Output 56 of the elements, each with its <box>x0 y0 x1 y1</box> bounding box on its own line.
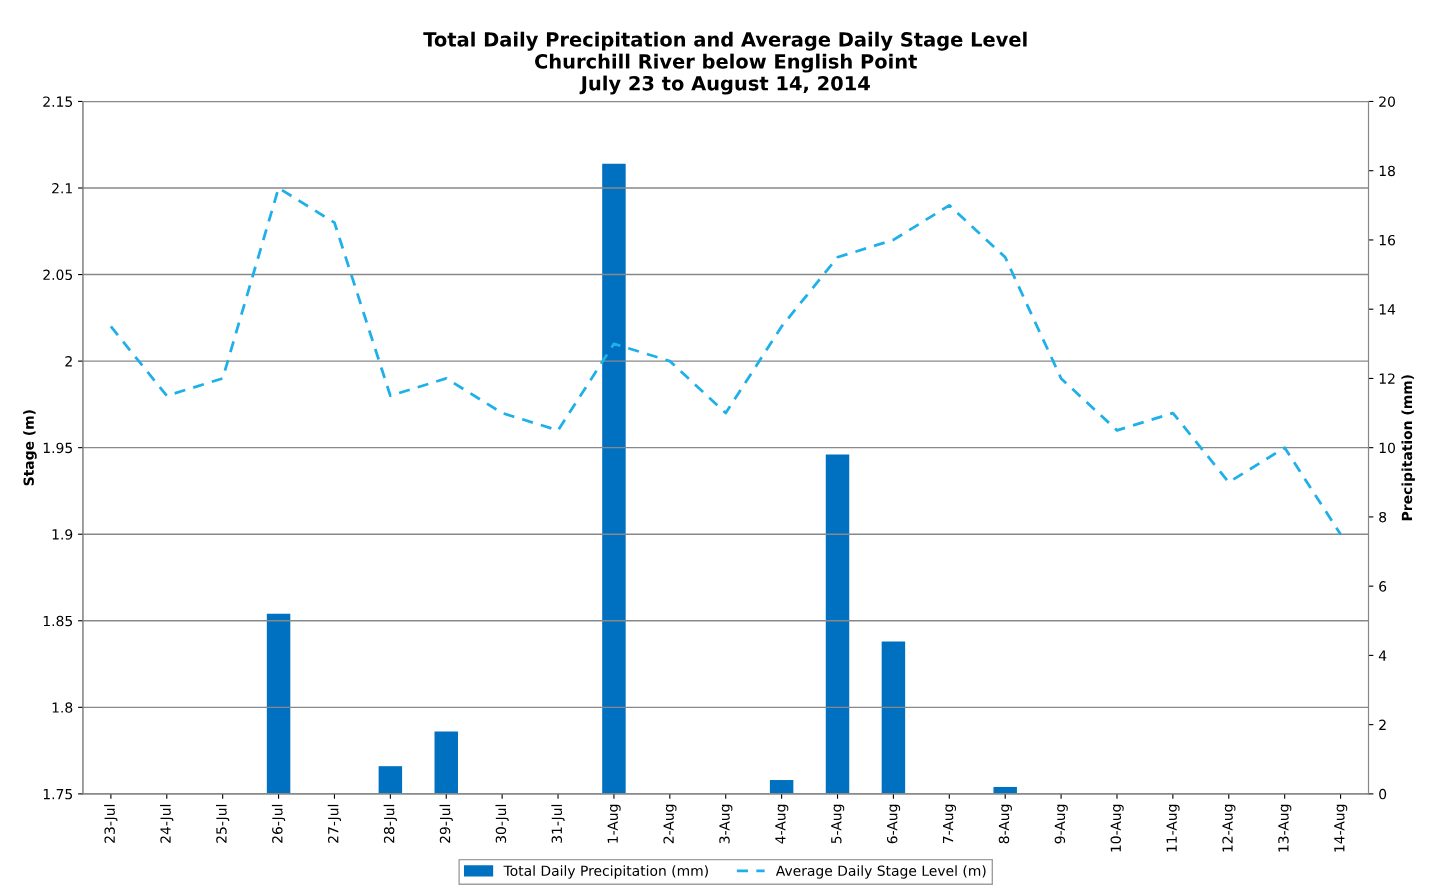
y2-tick-label: 8 <box>1379 511 1387 523</box>
x-tick-label: 4-Aug <box>775 804 789 844</box>
x-tick-label: 13-Aug <box>1278 804 1292 852</box>
y-tick-label: 2.1 <box>52 182 72 194</box>
legend-label: Average Daily Stage Level (m) <box>775 865 986 879</box>
x-tick-label: 5-Aug <box>831 804 845 844</box>
y-tick-label: 1.75 <box>43 789 72 800</box>
x-tick-label: 30-Jul <box>495 804 509 843</box>
y-tick-label: 1.85 <box>43 615 72 627</box>
y2-tick-label: 4 <box>1378 650 1387 661</box>
line-series <box>109 186 1342 536</box>
y2-tick-label: 6 <box>1379 581 1387 592</box>
bar <box>266 613 291 794</box>
x-tick-label: 7-Aug <box>943 804 957 844</box>
chart-title: Total Daily Precipitation and Average Daily Stage Level Churchill River below English Point July 23 to August 14, 2014 <box>423 31 1027 95</box>
y-axis-title: Stage (m) <box>23 410 37 486</box>
y2-axis-title: Precipitation (mm) <box>1401 375 1415 521</box>
x-tick-label: 10-Aug <box>1110 804 1124 852</box>
y-tick-label: 1.9 <box>52 529 73 540</box>
x-tick-label: 11-Aug <box>1166 804 1180 852</box>
x-tick-label: 24-Jul <box>160 804 174 843</box>
y2-tick-label: 16 <box>1379 234 1396 246</box>
y2-tick-label: 10 <box>1379 442 1395 454</box>
y-tick-label: 1.8 <box>52 702 73 713</box>
x-tick-label: 12-Aug <box>1222 804 1236 852</box>
y-tick-label: 2 <box>65 356 72 367</box>
y2-tick-label: 14 <box>1379 304 1396 315</box>
x-tick-label: 31-Jul <box>551 804 565 843</box>
x-tick-label: 26-Jul <box>271 804 286 843</box>
x-tick-label: 29-Jul <box>439 804 453 843</box>
y2-tick-label: 2 <box>1379 719 1386 730</box>
y-tick-label: 1.95 <box>43 442 72 454</box>
y2-tick-label: 12 <box>1379 373 1395 384</box>
x-tick-label: 3-Aug <box>719 804 733 844</box>
y-tick-label: 2.15 <box>43 96 72 107</box>
y2-tick-label: 18 <box>1379 165 1395 177</box>
x-tick-label: 2-Aug <box>663 804 677 844</box>
bar <box>434 731 458 794</box>
x-tick-label: 8-Aug <box>998 804 1012 844</box>
x-tick-label: 28-Jul <box>383 804 397 843</box>
x-tick-label: 6-Aug <box>886 804 901 844</box>
y-tick-label: 2.05 <box>43 269 72 281</box>
x-tick-label: 1-Aug <box>607 804 621 843</box>
x-tick-label: 25-Jul <box>215 804 230 843</box>
bar <box>378 766 403 794</box>
y2-tick-label: 20 <box>1379 96 1395 107</box>
x-tick-label: 9-Aug <box>1054 804 1068 844</box>
x-tick-label: 23-Jul <box>104 804 118 843</box>
bar <box>769 780 794 794</box>
bar <box>881 641 906 794</box>
y2-tick-label: 0 <box>1379 788 1387 800</box>
bar <box>602 163 626 794</box>
bar <box>825 454 850 794</box>
x-tick-label: 14-Aug <box>1334 804 1348 852</box>
legend-label: Total Daily Precipitation (mm) <box>503 865 708 879</box>
x-tick-label: 27-Jul <box>327 804 342 843</box>
